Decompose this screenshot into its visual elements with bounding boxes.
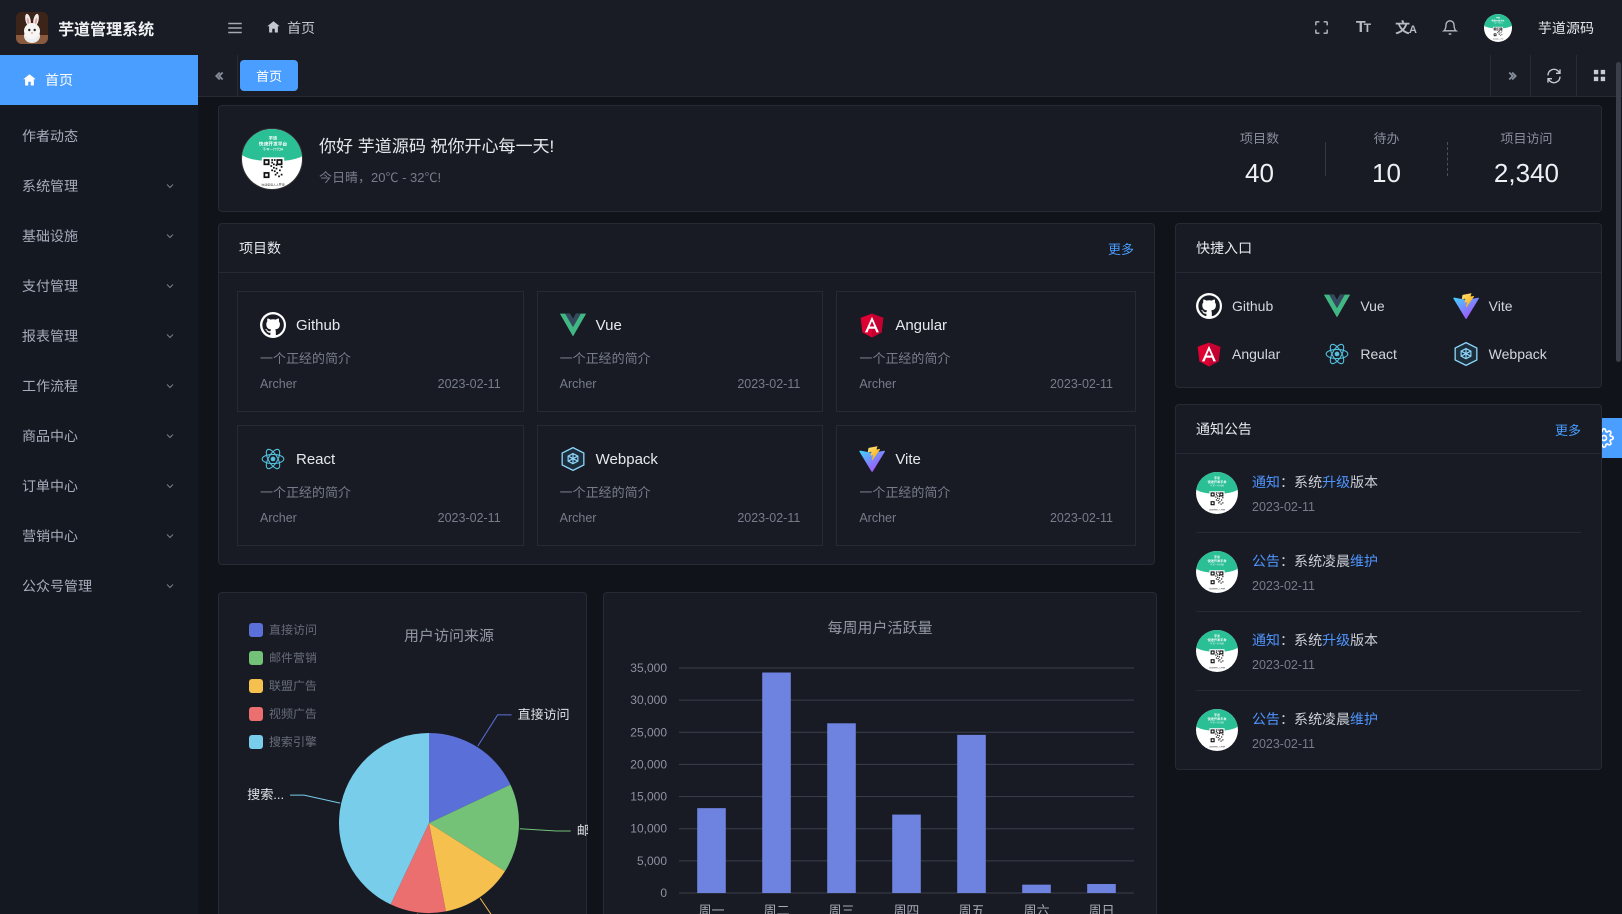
- svg-text:20,000: 20,000: [630, 757, 667, 771]
- svg-text:10,000: 10,000: [630, 822, 667, 836]
- svg-text:0: 0: [660, 886, 667, 900]
- svg-text:芋道: 芋道: [269, 135, 278, 140]
- svg-text:直接访问: 直接访问: [269, 623, 317, 637]
- svg-text:周五: 周五: [958, 903, 984, 914]
- svg-text:快速开发平台: 快速开发平台: [1207, 559, 1226, 563]
- svg-text:芋道: 芋道: [1214, 555, 1220, 559]
- svg-text:快速开发平台: 快速开发平台: [1207, 638, 1226, 642]
- svg-text:5,000: 5,000: [637, 854, 667, 868]
- svg-text:邮件...: 邮件...: [577, 823, 588, 838]
- svg-text:直接访问: 直接访问: [518, 707, 570, 722]
- svg-text:欢迎使用人人开源: 欢迎使用人人开源: [261, 182, 284, 186]
- svg-text:邮件营销: 邮件营销: [269, 651, 317, 665]
- svg-text:周二: 周二: [763, 903, 789, 914]
- svg-text:芋道: 芋道: [1214, 476, 1220, 480]
- svg-text:15,000: 15,000: [630, 790, 667, 804]
- svg-text:视频广告: 视频广告: [269, 707, 317, 721]
- svg-text:周六: 周六: [1023, 903, 1049, 914]
- svg-text:不写一行代码: 不写一行代码: [263, 146, 284, 151]
- svg-text:搜索...: 搜索...: [247, 787, 284, 802]
- svg-text:周四: 周四: [893, 903, 919, 914]
- svg-text:周一: 周一: [698, 903, 724, 914]
- svg-text:30,000: 30,000: [630, 693, 667, 707]
- svg-text:快速开发平台: 快速开发平台: [1207, 717, 1226, 721]
- svg-text:25,000: 25,000: [630, 725, 667, 739]
- svg-text:芋道: 芋道: [1214, 634, 1220, 638]
- svg-text:搜索引擎: 搜索引擎: [269, 735, 317, 749]
- svg-text:用户访问来源: 用户访问来源: [404, 628, 494, 645]
- svg-text:周日: 周日: [1088, 903, 1114, 914]
- svg-text:快速开发平台: 快速开发平台: [1207, 480, 1226, 484]
- svg-text:芋道: 芋道: [1214, 713, 1220, 717]
- svg-text:周三: 周三: [828, 903, 854, 914]
- svg-text:每周用户活跃量: 每周用户活跃量: [827, 620, 932, 637]
- svg-text:联盟广告: 联盟广告: [269, 679, 317, 693]
- svg-text:35,000: 35,000: [630, 661, 667, 675]
